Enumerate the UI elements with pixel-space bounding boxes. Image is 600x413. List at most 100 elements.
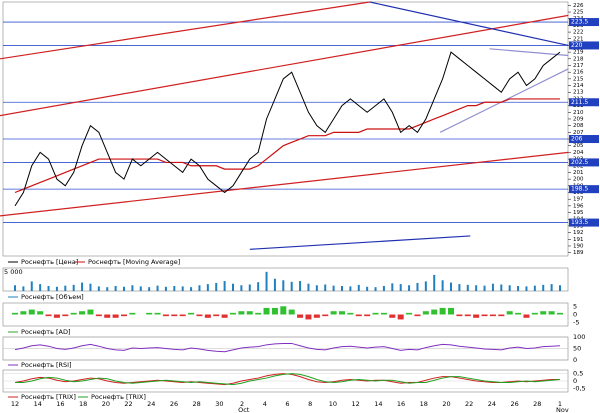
ad-bar [313,314,320,318]
level-box [569,158,599,167]
legend-label: Роснефть [AD] [21,328,70,336]
y-tick-label: 207 [573,130,584,136]
ad-bar [121,314,127,317]
y-tick-label: 50 [573,345,581,353]
price-line [14,51,561,207]
level-box [569,135,599,144]
level-box [569,98,599,107]
trend-line [369,1,569,47]
y-tick-label: 200 [573,177,584,183]
y-tick-label: 5 000 [4,268,23,276]
x-tick-label: 22 [465,400,473,408]
y-tick-label: 216 [573,70,584,76]
legend-label: Роснефть [TRIX] [21,393,76,401]
x-tick-label: 12 [351,400,359,408]
ad-bar [347,312,354,315]
level-label: 211.5 [571,99,588,106]
ad-bar [422,311,429,315]
x-tick-label: 8 [308,400,312,408]
ad-bar [473,314,480,318]
ad-bar [146,312,153,315]
level-label: 198.5 [571,186,588,193]
x-tick-label: 26 [170,400,178,408]
y-tick-label: 210 [573,110,584,116]
y-tick-label: 213 [573,90,584,96]
ad-bar [431,309,438,315]
x-tick-label: 14 [374,400,382,408]
trend-line [489,48,569,57]
ad-bar [439,307,446,315]
y-tick-label: 219 [573,50,584,56]
x-tick-label: 4 [263,400,267,408]
ad-bar [280,306,287,315]
level-label: 206 [571,136,583,143]
y-tick-label: 225 [573,10,584,16]
y-tick-label: 221 [573,36,584,42]
ad-bar [506,311,513,315]
ad-bar [456,314,463,317]
x-tick-label: 1 [558,400,562,408]
x-tick-label: 18 [420,400,428,408]
x-tick-label: 6 [285,400,289,408]
y-tick-label: 195 [573,210,584,216]
y-tick-label: 189 [573,250,584,256]
y-tick-label: 191 [573,237,584,243]
ad-bar [162,314,169,317]
legend-label: Роснефть [TRIX] [91,393,146,401]
ma-line [14,98,560,194]
x-tick-label: 22 [124,400,132,408]
y-tick-label: 222 [573,30,584,36]
y-tick-label: 201 [573,170,584,176]
ad-bar [548,311,555,315]
ad-bar [70,312,77,315]
ad-bar [255,312,262,315]
ad-bar [179,314,186,317]
x-tick-label: 28 [533,400,541,408]
trix-line [15,373,561,386]
x-tick-label: 26 [510,400,518,408]
ad-bar [221,314,228,318]
ad-bar [79,311,86,315]
ad-bar [305,314,312,320]
y-tick-label: 197 [573,197,584,203]
x-tick-label: 20 [102,400,110,408]
x-tick-label: 16 [56,400,64,408]
ad-bar [263,307,270,315]
legend-label: Роснефть [RSI] [21,361,72,369]
ad-bar [414,314,421,317]
trend-line [249,235,471,250]
ad-bar [95,314,102,317]
ad-bar [53,314,60,318]
y-tick-label: 204 [573,150,584,156]
x-tick-label: 10 [329,400,337,408]
ad-bar [204,314,211,318]
level-box [569,185,599,194]
y-tick-label: 0 [573,377,577,385]
ad-bar [557,312,563,315]
rsi-line [14,342,561,353]
y-tick-label: 205 [573,143,584,149]
x-tick-label: 16 [397,400,405,408]
ad-bar [406,312,413,315]
ad-bar [37,311,44,315]
ad-bar [498,314,505,317]
ad-bar [87,309,94,315]
ad-bar [515,312,522,315]
ad-bar [380,312,387,315]
ad-bar [322,314,329,317]
level-label: 193.5 [571,219,588,226]
x-tick-label: 30 [215,400,223,408]
month-label: Nov [556,406,569,413]
ad-bar [288,309,295,315]
level-box [569,41,599,50]
panel [2,267,569,292]
ad-bar [112,314,119,318]
y-tick-label: -0,5 [573,384,586,392]
ad-bar [129,312,136,315]
x-tick-label: 12 [11,400,19,408]
ad-bar [213,314,220,317]
ad-bar [154,312,161,315]
ad-bar [364,314,371,317]
x-tick-label: 24 [488,400,496,408]
